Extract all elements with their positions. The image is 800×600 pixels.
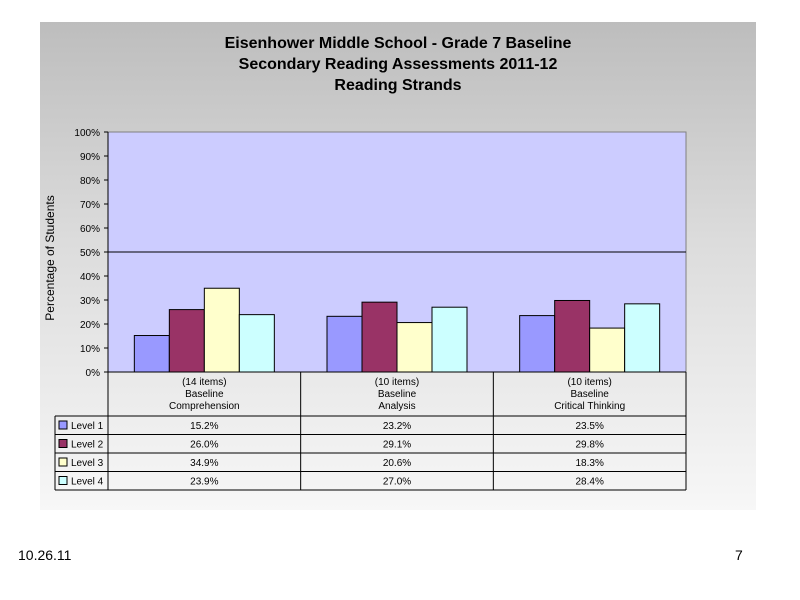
data-label: 23.2% [383, 421, 411, 432]
bar-level-1-cat-3 [519, 315, 556, 373]
data-label: 28.4% [575, 477, 603, 488]
footer-date: 10.26.11 [18, 547, 72, 563]
category-label-line3: Comprehension [169, 401, 240, 412]
category-label-line2: Baseline [378, 389, 417, 400]
bar-level-4-cat-2 [431, 306, 468, 373]
category-label-line1: (10 items) [375, 377, 419, 388]
bar-level-3-cat-2 [396, 322, 433, 373]
data-label: 15.2% [190, 421, 218, 432]
data-label: 26.0% [190, 440, 218, 451]
chart-title-line-3: Reading Strands [334, 77, 462, 94]
data-label: 23.9% [190, 477, 218, 488]
data-label: 29.8% [575, 440, 603, 451]
legend-label: Level 1 [71, 421, 104, 432]
legend-label: Level 2 [71, 440, 104, 451]
bar-level-3-cat-1 [203, 287, 240, 373]
category-label-line1: (14 items) [182, 377, 226, 388]
y-tick-label: 20% [80, 320, 100, 331]
y-tick-label: 50% [80, 248, 100, 259]
y-tick-label: 70% [80, 200, 100, 211]
y-tick-label: 40% [80, 272, 100, 283]
bar-level-2-cat-3 [554, 299, 591, 373]
data-label: 23.5% [575, 421, 603, 432]
legend-key-level-3 [58, 457, 68, 467]
legend-key-level-1 [58, 420, 68, 430]
bar-level-1-cat-1 [133, 335, 170, 373]
y-tick-label: 60% [80, 224, 100, 235]
category-label-line3: Analysis [378, 401, 415, 412]
bar-level-4-cat-3 [624, 303, 661, 373]
y-tick-label: 30% [80, 296, 100, 307]
legend-label: Level 3 [71, 458, 104, 469]
chart-title-line-1: Eisenhower Middle School - Grade 7 Basel… [224, 35, 572, 52]
legend-key-level-4 [58, 476, 68, 485]
bar-level-2-cat-1 [168, 309, 205, 373]
y-tick-label: 90% [80, 152, 100, 163]
y-tick-label: 10% [80, 344, 100, 355]
data-label: 29.1% [383, 440, 411, 451]
y-axis-label: Percentage of Students [43, 195, 57, 320]
category-label-line2: Baseline [570, 389, 609, 400]
data-label: 34.9% [190, 458, 218, 469]
category-label-line2: Baseline [185, 389, 224, 400]
chart-title-line-2: Secondary Reading Assessments 2011-12 [238, 56, 558, 73]
y-tick-label: 0% [86, 368, 101, 379]
data-label: 27.0% [383, 477, 411, 488]
legend-label: Level 4 [71, 477, 104, 488]
bar-level-1-cat-2 [326, 315, 363, 373]
category-label-line3: Critical Thinking [554, 401, 625, 412]
y-tick-label: 80% [80, 176, 100, 187]
bar-level-2-cat-2 [361, 301, 398, 373]
category-label-line1: (10 items) [567, 377, 611, 388]
page-number: 7 [735, 547, 743, 563]
bar-level-4-cat-1 [238, 314, 275, 373]
data-label: 20.6% [383, 458, 411, 469]
bar-level-3-cat-3 [589, 327, 626, 373]
legend-key-level-2 [58, 439, 68, 448]
data-label: 18.3% [575, 458, 603, 469]
y-tick-label: 100% [74, 128, 100, 139]
